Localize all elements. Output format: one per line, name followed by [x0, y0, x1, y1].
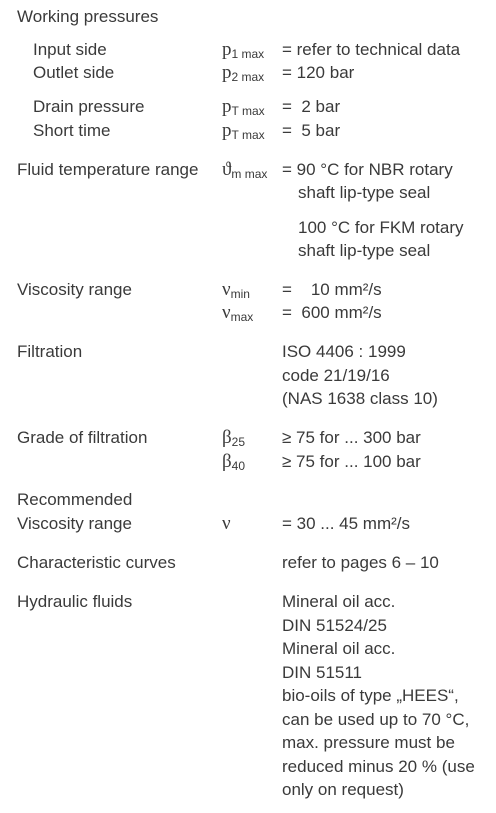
symbol: p2 max: [222, 63, 264, 87]
row-label: Viscosity range: [17, 280, 132, 299]
symbol: νmin: [222, 280, 250, 304]
symbol-subscript: 2 max: [231, 70, 265, 84]
symbol-subscript: T max: [231, 128, 265, 142]
symbol-subscript: 25: [231, 435, 246, 449]
row-value: = 5 bar: [282, 121, 341, 140]
symbol-base: ϑ: [222, 159, 232, 180]
row-label: Fluid temperature range: [17, 160, 199, 179]
row-value: refer to pages 6 – 10: [282, 553, 439, 572]
row-value: = 30 ... 45 mm²/s: [282, 514, 411, 533]
symbol-subscript: 40: [231, 459, 246, 473]
row-value: ≥ 75 for ... 100 bar: [282, 452, 421, 471]
row-label: Characteristic curves: [17, 553, 176, 572]
row-value: reduced minus 20 % (use: [282, 757, 475, 776]
row-label: Filtration: [17, 342, 83, 361]
row-value: only on request): [282, 780, 404, 799]
symbol: β25: [222, 428, 245, 452]
symbol: p1 max: [222, 40, 264, 64]
row-value: ISO 4406 : 1999: [282, 342, 406, 361]
row-label: Viscosity range: [17, 514, 132, 533]
row-label: Input side: [33, 40, 107, 59]
row-value: ≥ 75 for ... 300 bar: [282, 428, 421, 447]
row-value: Mineral oil acc.: [282, 639, 396, 658]
row-label: Outlet side: [33, 63, 115, 82]
row-label: Recommended: [17, 490, 133, 509]
symbol: pT max: [222, 121, 265, 145]
row-value: = 120 bar: [282, 63, 355, 82]
row-value: = 90 °C for NBR rotary: [282, 160, 453, 179]
symbol: β40: [222, 452, 245, 476]
symbol-base: ν: [222, 513, 231, 534]
row-value: = 2 bar: [282, 97, 341, 116]
row-label: Short time: [33, 121, 111, 140]
row-value: can be used up to 70 °C,: [282, 710, 470, 729]
symbol-base: β: [222, 451, 232, 472]
row-value: code 21/19/16: [282, 366, 390, 385]
symbol: νmax: [222, 303, 253, 327]
row-value: 100 °C for FKM rotary: [298, 218, 464, 237]
symbol-subscript: 1 max: [231, 47, 265, 61]
symbol: ϑm max: [222, 160, 267, 184]
row-value: shaft lip-type seal: [298, 241, 431, 260]
row-value: = 10 mm²/s: [282, 280, 382, 299]
symbol-base: p: [222, 62, 232, 83]
symbol: ν: [222, 514, 231, 534]
symbol-subscript: max: [230, 310, 254, 324]
symbol-base: p: [222, 120, 232, 141]
row-label: Working pressures: [17, 7, 159, 26]
row-value: DIN 51524/25: [282, 616, 387, 635]
row-value: DIN 51511: [282, 663, 363, 682]
symbol-base: p: [222, 39, 232, 60]
symbol-base: β: [222, 427, 232, 448]
symbol-subscript: T max: [231, 104, 265, 118]
row-value: bio-oils of type „HEES“,: [282, 686, 459, 705]
row-value: = refer to technical data: [282, 40, 461, 59]
row-label: Hydraulic fluids: [17, 592, 133, 611]
symbol-base: ν: [222, 302, 231, 323]
symbol-base: ν: [222, 279, 231, 300]
row-value: shaft lip-type seal: [298, 183, 431, 202]
symbol-subscript: min: [230, 287, 250, 301]
symbol-base: p: [222, 96, 232, 117]
row-label: Grade of filtration: [17, 428, 148, 447]
symbol-subscript: m max: [231, 167, 268, 181]
row-value: Mineral oil acc.: [282, 592, 396, 611]
row-value: max. pressure must be: [282, 733, 455, 752]
row-value: (NAS 1638 class 10): [282, 389, 438, 408]
row-value: = 600 mm²/s: [282, 303, 382, 322]
row-label: Drain pressure: [33, 97, 145, 116]
symbol: pT max: [222, 97, 265, 121]
